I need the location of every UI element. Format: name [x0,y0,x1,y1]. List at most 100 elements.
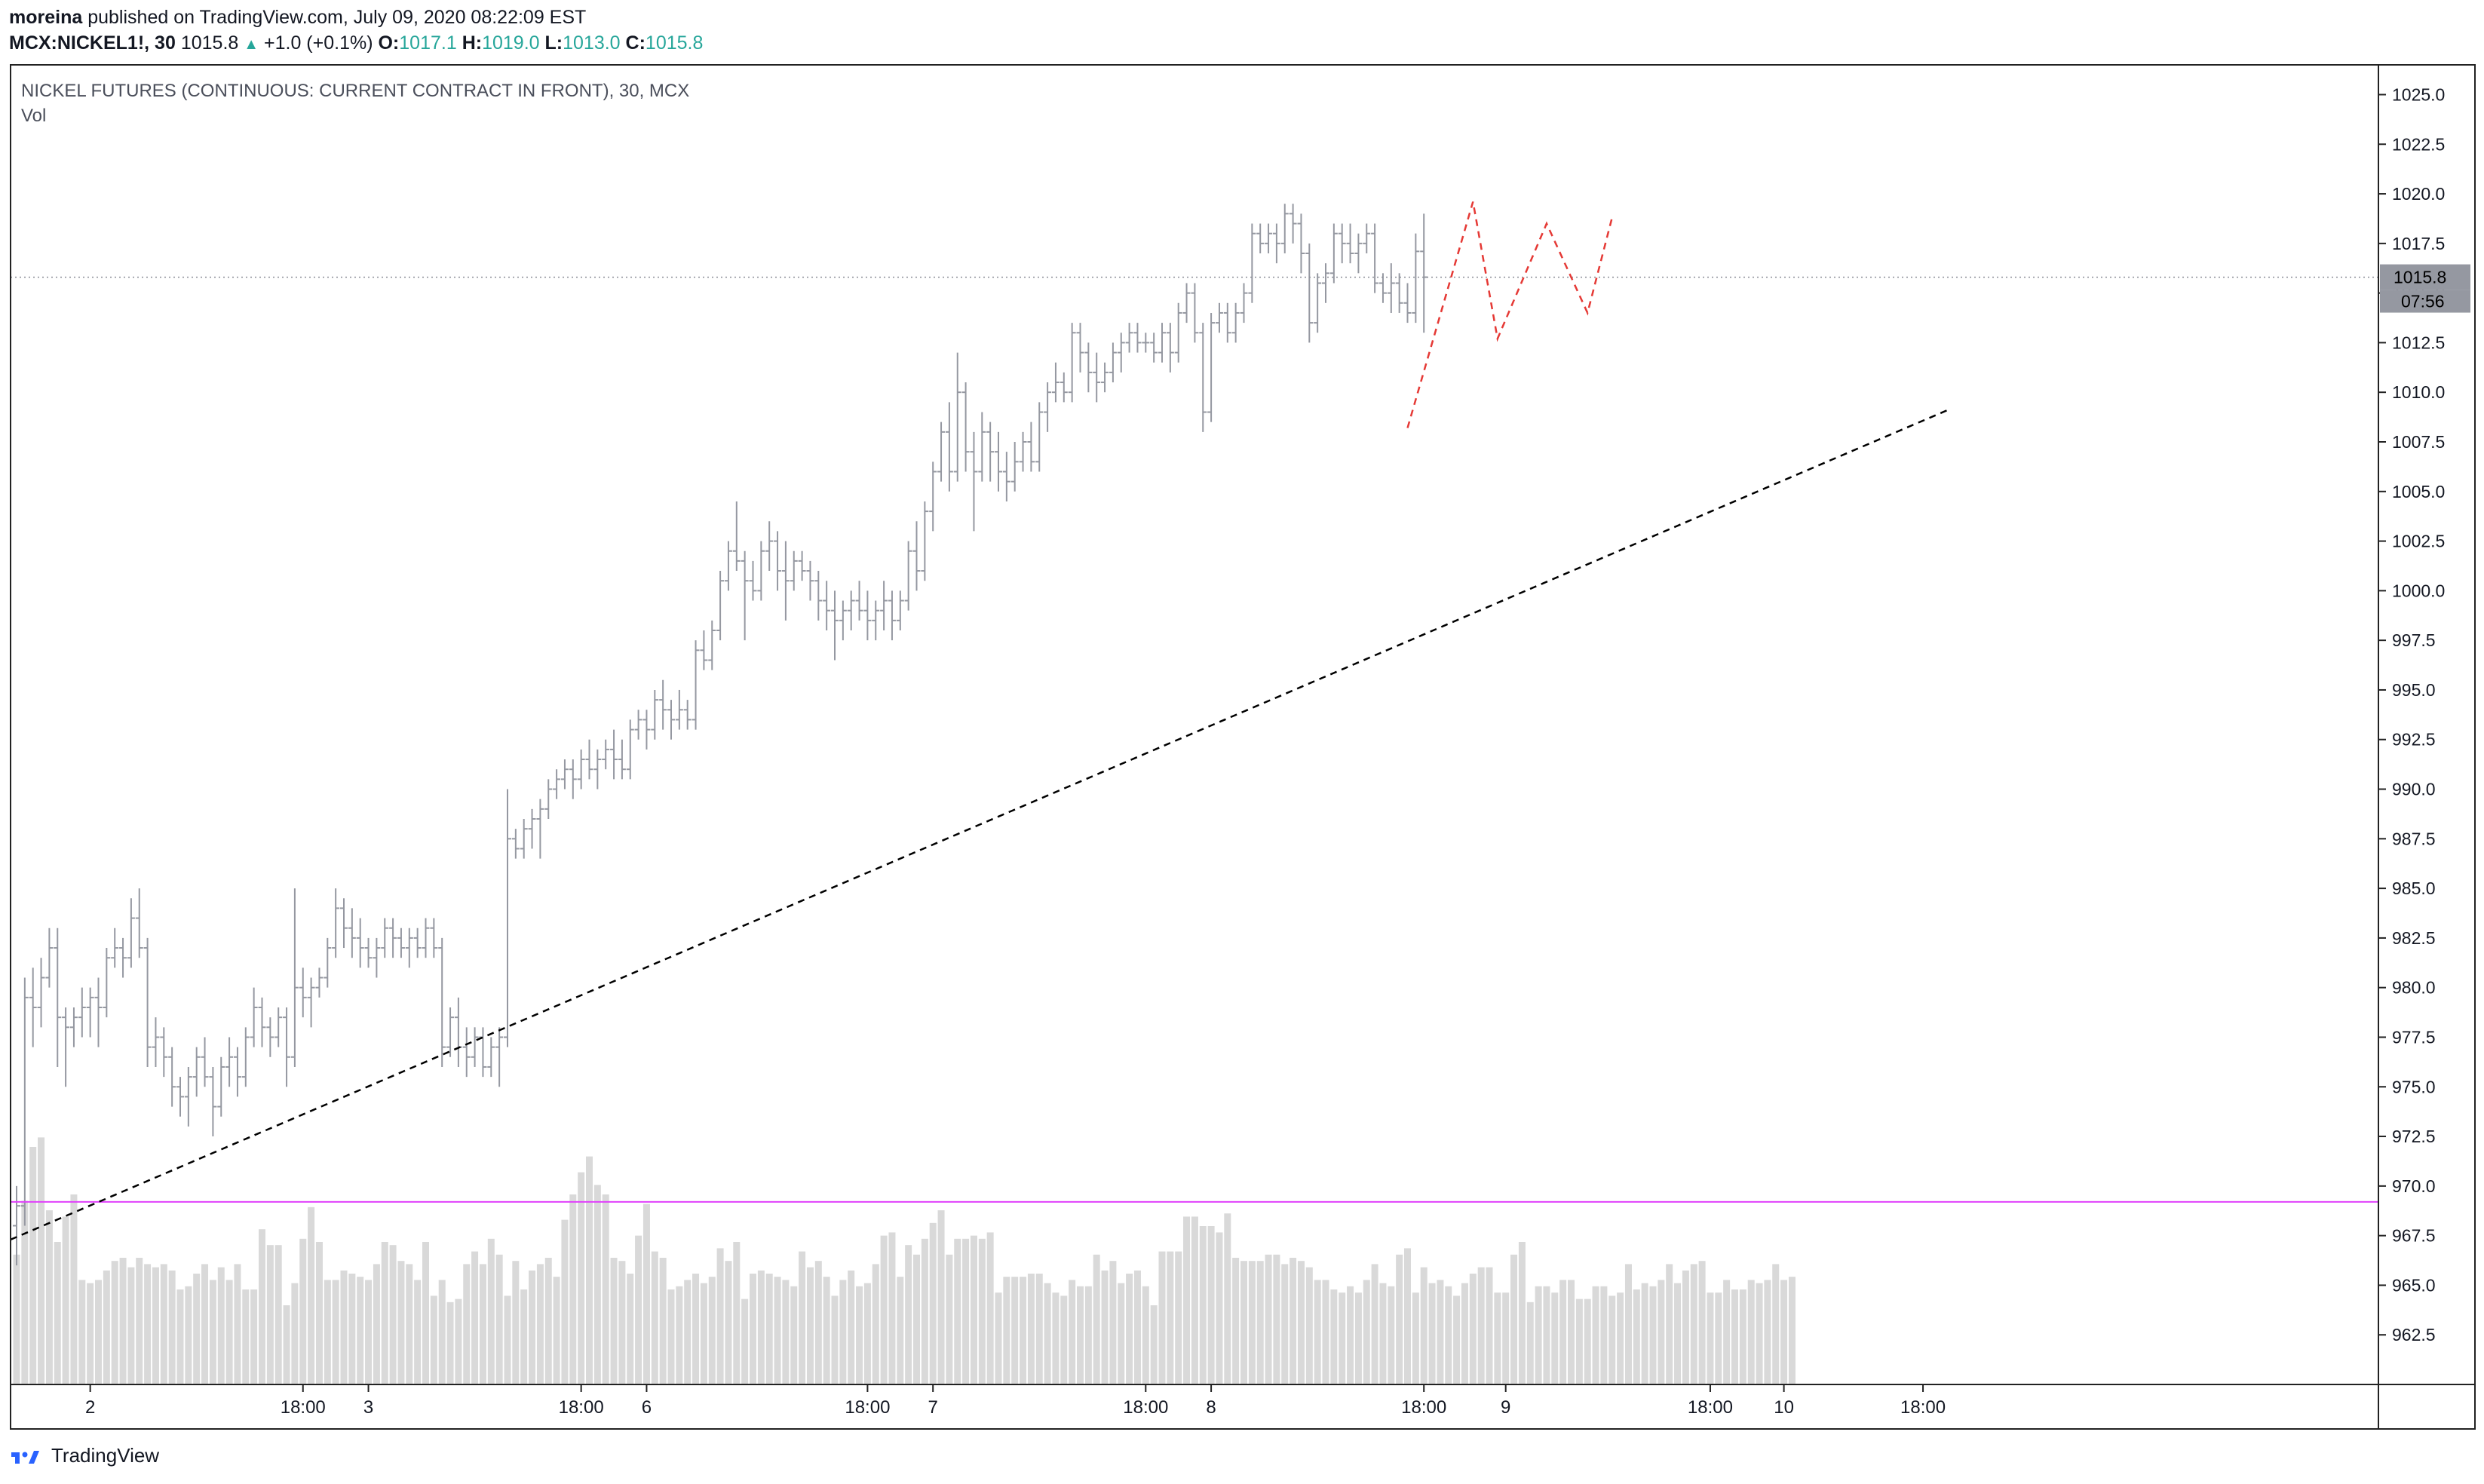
volume-bar [1690,1264,1697,1384]
volume-bar [259,1229,265,1384]
y-tick-label: 1017.5 [2392,234,2445,253]
volume-bar [651,1251,658,1384]
volume-bar [1674,1283,1682,1384]
ohlc-bar [790,550,798,591]
volume-bar [839,1280,847,1384]
close-value: 1015.8 [645,32,704,54]
volume-bar [1084,1286,1092,1384]
ohlc-bar [1338,223,1346,264]
volume-bar [618,1261,626,1384]
volume-bar [1437,1280,1444,1384]
ohlc-bar [626,719,634,780]
volume-bar [250,1289,258,1384]
ohlc-bar [184,1066,192,1127]
volume-bar [373,1264,380,1384]
volume-bar [185,1286,192,1384]
ohlc-bar [1076,323,1084,373]
ohlc-bar [692,640,700,730]
volume-bar [193,1274,201,1384]
author-name[interactable]: moreina [9,7,83,28]
volume-bar [45,1210,53,1384]
ohlc-bar [732,501,741,572]
volume-bar [119,1258,127,1384]
high-label: H: [462,32,483,54]
volume-bar [1584,1298,1591,1384]
volume-bar [308,1207,315,1384]
volume-bar [1575,1298,1583,1384]
volume-bar [536,1264,544,1384]
volume-bar [544,1258,552,1384]
ohlc-bar [511,829,520,859]
volume-bar [684,1280,692,1384]
y-tick-label: 970.0 [2392,1176,2436,1196]
ohlc-bar [430,918,438,958]
ohlc-bar [135,888,143,958]
volume-bar [95,1280,102,1384]
ohlc-bar [855,581,863,621]
x-tick-label: 18:00 [1123,1397,1168,1418]
ohlc-bar [266,1017,274,1057]
volume-bar [848,1270,855,1384]
volume-bar [790,1286,798,1384]
x-tick-label: 18:00 [845,1397,890,1418]
footer-brand[interactable]: TradingView [9,1443,159,1468]
volume-bar [1354,1292,1362,1384]
ohlc-bar [536,799,544,859]
volume-bars [13,1137,1796,1384]
x-tick-label: 18:00 [1401,1397,1446,1418]
volume-bar [1731,1289,1738,1384]
volume-bar [1723,1280,1731,1384]
volume-bar [1666,1264,1673,1384]
volume-bar [1715,1292,1722,1384]
zigzag-pattern [1406,201,1613,428]
volume-bar [103,1270,110,1384]
ohlc-bars [13,204,1428,1266]
ohlc-bar [1060,372,1068,403]
brand-name[interactable]: TradingView [51,1444,160,1467]
symbol-label: MCX:NICKEL1!, 30 [9,32,176,54]
volume-bar [1150,1305,1158,1384]
volume-bar [913,1254,920,1384]
price-axis[interactable]: 962.5 965.0 967.5 970.0 972.5 975.0 977.5 980.0… [2378,84,2470,1344]
ohlc-bar [462,1027,471,1078]
volume-bar [504,1295,511,1384]
volume-bar [774,1277,781,1384]
volume-bar [716,1248,724,1384]
y-tick-label: 1025.0 [2392,84,2445,104]
ohlc-bar [13,1185,20,1266]
volume-bar [406,1264,413,1384]
ohlc-bar [1346,223,1354,264]
y-tick-label: 1002.5 [2392,532,2445,551]
volume-bar [38,1137,45,1384]
volume-bar [529,1270,536,1384]
ohlc-bar [348,908,356,958]
volume-bar [872,1264,879,1384]
volume-bar [1592,1286,1599,1384]
ohlc-bar [86,987,94,1038]
ohlc-bar [233,1047,241,1097]
ohlc-bar [1068,323,1076,403]
ohlc-bar [1322,263,1329,303]
volume-bar [422,1242,429,1384]
volume-bar [217,1267,225,1384]
volume-bar [70,1194,78,1384]
ohlc-bar [945,402,953,492]
volume-bar [1420,1267,1428,1384]
volume-bar [324,1280,331,1384]
ohlc-bar [1248,223,1256,303]
volume-bar [127,1267,135,1384]
volume-bar [1011,1277,1019,1384]
volume-bar [242,1289,250,1384]
volume-bar [455,1298,462,1384]
volume-bar [1624,1264,1632,1384]
volume-bar [1126,1274,1133,1384]
volume-bar [136,1258,143,1384]
volume-bar [1453,1295,1461,1384]
volume-bar [823,1277,830,1384]
y-tick-label: 972.5 [2392,1127,2436,1146]
ohlc-bar [806,560,814,601]
time-axis[interactable]: 2 18:00 3 18:00 6 18:00 7 18:00 8 18:00 9 18:00 10 18… [85,1384,1946,1418]
volume-bar [593,1185,601,1384]
y-tick-label: 1010.0 [2392,382,2445,402]
